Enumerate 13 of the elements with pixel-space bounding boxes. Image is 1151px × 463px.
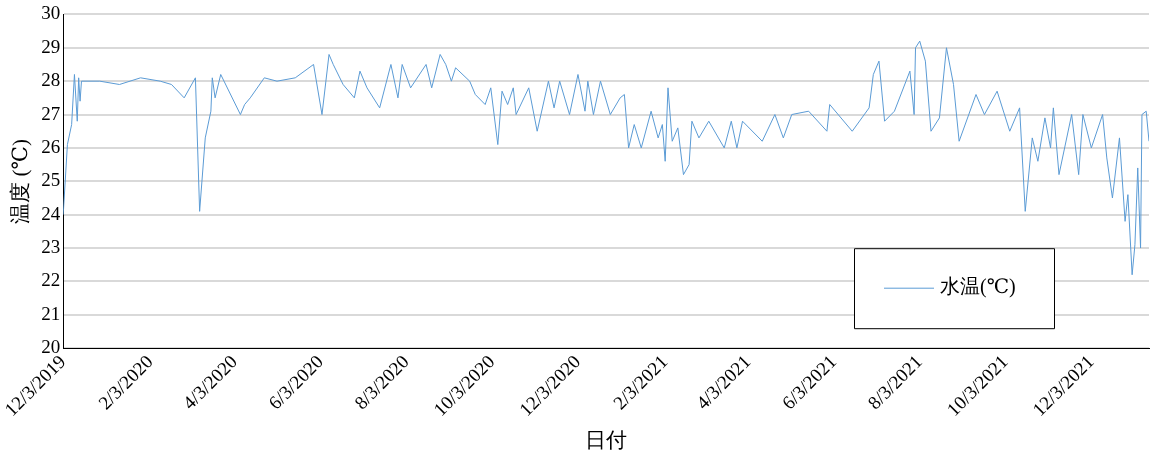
y-tick-label: 24 xyxy=(41,202,61,224)
y-tick-label: 25 xyxy=(41,169,61,191)
y-tick-label: 30 xyxy=(41,2,61,24)
y-tick-label: 26 xyxy=(41,135,61,157)
y-tick-label: 29 xyxy=(41,35,61,57)
y-axis-title: 温度 (℃) xyxy=(8,138,33,224)
y-tick-label: 27 xyxy=(41,102,61,124)
y-tick-label: 28 xyxy=(41,69,61,91)
y-tick-label: 22 xyxy=(41,269,61,291)
x-axis-title: 日付 xyxy=(585,427,628,452)
y-tick-label: 21 xyxy=(41,302,61,324)
y-tick-label: 23 xyxy=(41,236,61,258)
legend-label: 水温(℃) xyxy=(940,275,1016,299)
